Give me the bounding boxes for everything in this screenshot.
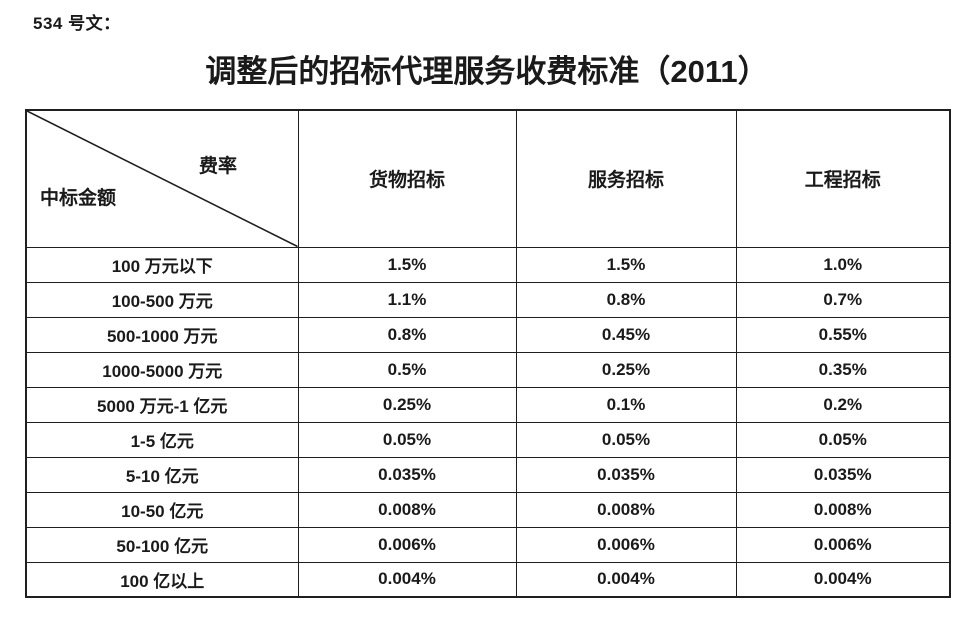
rate-cell: 0.035% <box>515 456 737 493</box>
row-label-amount-range: 5000 万元-1 亿元 <box>25 386 299 423</box>
rate-cell: 0.7% <box>735 281 951 318</box>
rate-cell: 0.55% <box>735 316 951 353</box>
fee-table-body: 100 万元以下 1.5% 1.5% 1.0% 100-500 万元 1.1% 0.8% 0.… <box>25 246 951 598</box>
row-label-amount-range: 500-1000 万元 <box>25 316 299 353</box>
row-label-amount-range: 100-500 万元 <box>25 281 299 318</box>
header-row: 费率 中标金额 货物招标 服务招标 工程招标 <box>25 109 951 248</box>
table-row: 100 万元以下 1.5% 1.5% 1.0% <box>25 246 951 283</box>
corner-label-rate: 费率 <box>199 156 238 177</box>
rate-cell: 0.008% <box>515 491 737 528</box>
row-label-amount-range: 50-100 亿元 <box>25 526 299 563</box>
row-label-amount-range: 10-50 亿元 <box>25 491 299 528</box>
rate-cell: 0.035% <box>735 456 951 493</box>
rate-cell: 0.006% <box>297 526 517 563</box>
table-row: 500-1000 万元 0.8% 0.45% 0.55% <box>25 316 951 353</box>
table-row: 5000 万元-1 亿元 0.25% 0.1% 0.2% <box>25 386 951 423</box>
fee-table: 费率 中标金额 货物招标 服务招标 工程招标 100 万元以下 1.5% 1.5% 1… <box>25 109 951 598</box>
row-label-amount-range: 5-10 亿元 <box>25 456 299 493</box>
table-row: 100 亿以上 0.004% 0.004% 0.004% <box>25 561 951 598</box>
column-header-service-bidding: 服务招标 <box>515 109 737 248</box>
table-row: 1000-5000 万元 0.5% 0.25% 0.35% <box>25 351 951 388</box>
rate-cell: 0.8% <box>515 281 737 318</box>
rate-cell: 0.25% <box>297 386 517 423</box>
rate-cell: 0.006% <box>735 526 951 563</box>
column-header-engineering-bidding: 工程招标 <box>735 109 951 248</box>
rate-cell: 0.004% <box>515 561 737 598</box>
corner-label-amount: 中标金额 <box>40 188 117 209</box>
column-header-goods-bidding: 货物招标 <box>297 109 517 248</box>
doc-number-label: 534 号文： <box>33 14 121 33</box>
rate-cell: 0.035% <box>297 456 517 493</box>
rate-cell: 1.1% <box>297 281 517 318</box>
row-label-amount-range: 1000-5000 万元 <box>25 351 299 388</box>
rate-cell: 1.5% <box>515 246 737 283</box>
rate-cell: 0.05% <box>515 421 737 458</box>
corner-header-cell: 费率 中标金额 <box>25 109 299 248</box>
table-row: 100-500 万元 1.1% 0.8% 0.7% <box>25 281 951 318</box>
rate-cell: 0.8% <box>297 316 517 353</box>
diagonal-divider-line <box>27 111 298 247</box>
rate-cell: 0.5% <box>297 351 517 388</box>
rate-cell: 1.0% <box>735 246 951 283</box>
table-row: 1-5 亿元 0.05% 0.05% 0.05% <box>25 421 951 458</box>
row-label-amount-range: 100 亿以上 <box>25 561 299 598</box>
rate-cell: 0.006% <box>515 526 737 563</box>
rate-cell: 0.008% <box>297 491 517 528</box>
table-row: 10-50 亿元 0.008% 0.008% 0.008% <box>25 491 951 528</box>
row-label-amount-range: 1-5 亿元 <box>25 421 299 458</box>
rate-cell: 0.05% <box>735 421 951 458</box>
table-row: 50-100 亿元 0.006% 0.006% 0.006% <box>25 526 951 563</box>
rate-cell: 0.008% <box>735 491 951 528</box>
rate-cell: 0.2% <box>735 386 951 423</box>
page-title: 调整后的招标代理服务收费标准（2011） <box>205 54 769 89</box>
rate-cell: 0.1% <box>515 386 737 423</box>
row-label-amount-range: 100 万元以下 <box>25 246 299 283</box>
rate-cell: 0.05% <box>297 421 517 458</box>
table-row: 5-10 亿元 0.035% 0.035% 0.035% <box>25 456 951 493</box>
rate-cell: 0.25% <box>515 351 737 388</box>
rate-cell: 0.004% <box>297 561 517 598</box>
rate-cell: 1.5% <box>297 246 517 283</box>
rate-cell: 0.35% <box>735 351 951 388</box>
rate-cell: 0.45% <box>515 316 737 353</box>
rate-cell: 0.004% <box>735 561 951 598</box>
